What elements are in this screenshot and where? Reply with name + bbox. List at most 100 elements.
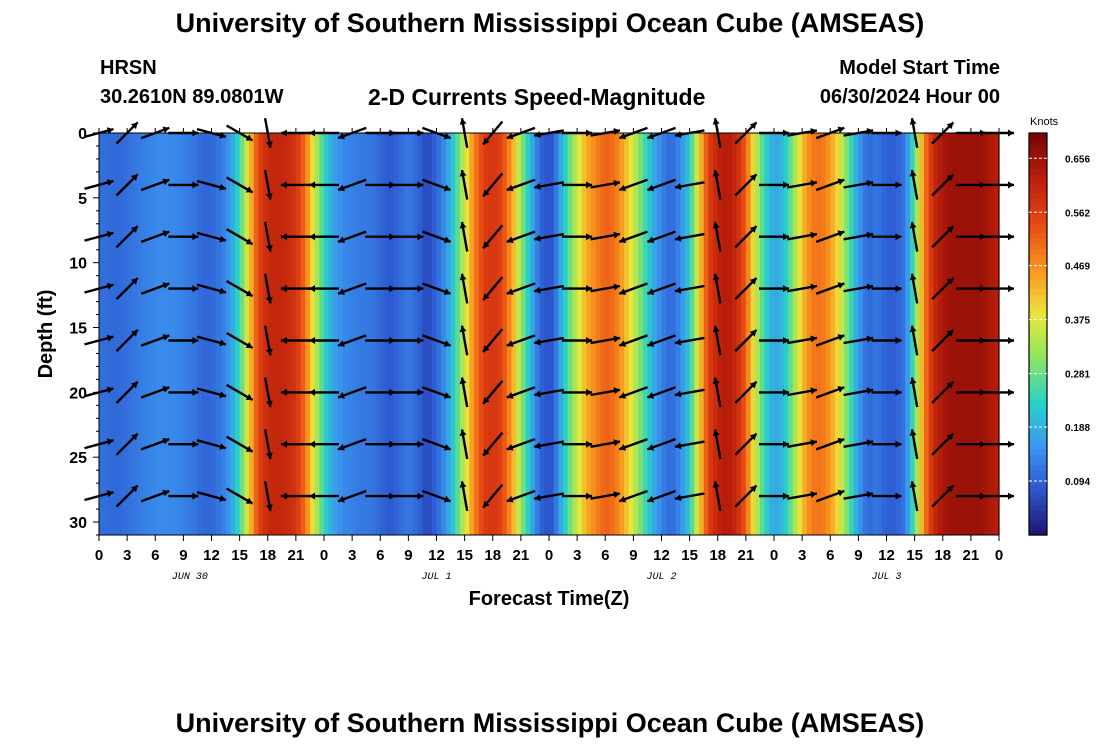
heatmap-cell bbox=[980, 133, 986, 535]
speed-heatmap bbox=[99, 133, 1000, 535]
current-vector bbox=[562, 181, 593, 189]
heatmap-cell bbox=[455, 133, 461, 535]
colorbar-segment bbox=[1029, 168, 1047, 174]
current-vector bbox=[309, 492, 339, 500]
heatmap-cell bbox=[881, 133, 888, 535]
heatmap-cell bbox=[806, 133, 813, 535]
vector-arrowhead bbox=[837, 437, 845, 445]
vector-arrowhead bbox=[810, 179, 817, 187]
vector-arrowhead bbox=[483, 293, 490, 301]
vector-arrowhead bbox=[245, 445, 253, 452]
heatmap-cell bbox=[314, 133, 320, 535]
current-vector bbox=[759, 181, 789, 189]
colorbar-segment bbox=[1029, 404, 1047, 410]
y-tick-label: 30 bbox=[69, 515, 87, 532]
heatmap-cell bbox=[244, 133, 250, 535]
heatmap-cell bbox=[994, 133, 1000, 535]
current-vector bbox=[280, 492, 311, 500]
vector-arrowhead bbox=[866, 283, 874, 291]
current-vector bbox=[759, 337, 789, 344]
vector-arrowhead bbox=[749, 329, 757, 337]
vector-arrowhead bbox=[749, 122, 757, 130]
current-vector bbox=[955, 285, 986, 293]
x-axis: 0 3 6 9 12 15 18 21 0 3 6 9 12 15 18 21 0 3 6 9 12 15 18 21 0 3 6 9… bbox=[95, 128, 1003, 610]
vector-arrowhead bbox=[810, 387, 817, 395]
x-tick-label: 9 bbox=[854, 547, 862, 564]
colorbar-segment bbox=[1029, 243, 1047, 250]
current-vector bbox=[506, 437, 536, 451]
vector-arrowhead bbox=[749, 226, 757, 233]
current-vector bbox=[562, 285, 593, 293]
vector-arrowhead bbox=[946, 433, 954, 441]
x-tick-label: 18 bbox=[934, 547, 951, 564]
heatmap-cell bbox=[211, 133, 217, 535]
vector-arrowhead bbox=[946, 485, 954, 493]
vector-arrowhead bbox=[946, 122, 954, 130]
colorbar-segment bbox=[1029, 524, 1047, 531]
heatmap-cell bbox=[333, 133, 339, 535]
vector-arrowhead bbox=[459, 429, 467, 436]
current-vector bbox=[337, 386, 367, 399]
heatmap-cell bbox=[577, 133, 583, 535]
heatmap-cell bbox=[811, 133, 817, 535]
heatmap-cell bbox=[858, 133, 864, 535]
current-vector bbox=[115, 484, 139, 508]
heatmap-cell bbox=[155, 133, 161, 535]
colorbar-segment bbox=[1029, 359, 1047, 365]
vector-arrowhead bbox=[837, 334, 845, 341]
vector-arrowhead bbox=[162, 437, 170, 445]
current-vector bbox=[168, 181, 199, 189]
vector-arrowhead bbox=[192, 233, 199, 241]
heatmap-cell bbox=[328, 133, 334, 535]
current-vector bbox=[168, 388, 199, 396]
current-vector bbox=[140, 489, 170, 503]
current-vector bbox=[734, 225, 758, 249]
heatmap-cell bbox=[886, 133, 892, 535]
heatmap-cell bbox=[342, 133, 349, 535]
current-vector bbox=[337, 178, 367, 192]
vector-arrowhead bbox=[613, 231, 620, 239]
current-vector bbox=[674, 440, 705, 450]
current-vector bbox=[459, 169, 469, 200]
current-vector bbox=[674, 336, 705, 346]
current-vector bbox=[482, 483, 504, 509]
current-vector bbox=[618, 230, 648, 244]
heatmap-cell bbox=[633, 133, 639, 535]
current-vector bbox=[506, 489, 536, 503]
heatmap-cell bbox=[591, 133, 597, 535]
current-vector bbox=[712, 429, 722, 460]
current-vector bbox=[309, 440, 339, 448]
current-vector bbox=[309, 337, 339, 344]
vector-arrowhead bbox=[647, 495, 655, 503]
current-vector bbox=[871, 233, 902, 241]
colorbar-segment bbox=[1029, 394, 1047, 400]
colorbar-segment bbox=[1029, 213, 1047, 220]
vector-arrowhead bbox=[1008, 285, 1014, 293]
vector-arrowhead bbox=[647, 340, 655, 347]
heatmap-cell bbox=[361, 133, 367, 535]
heatmap-cell bbox=[961, 133, 967, 535]
vector-arrowhead bbox=[131, 485, 138, 493]
x-tick-label: 12 bbox=[203, 547, 220, 564]
heatmap-cell bbox=[474, 133, 480, 535]
vector-arrowhead bbox=[619, 340, 627, 347]
current-vector bbox=[712, 481, 722, 512]
vector-arrowhead bbox=[338, 132, 345, 140]
current-vector bbox=[815, 334, 845, 347]
current-vector bbox=[955, 440, 986, 448]
vector-arrowhead bbox=[534, 234, 541, 242]
colorbar-segment bbox=[1029, 263, 1047, 270]
vector-arrowhead bbox=[162, 178, 170, 186]
current-vector bbox=[168, 285, 199, 293]
vector-arrowhead bbox=[534, 286, 541, 294]
current-vector bbox=[393, 388, 424, 396]
vector-arrowhead bbox=[131, 174, 138, 181]
current-vector bbox=[280, 337, 311, 344]
heatmap-cell bbox=[309, 133, 316, 535]
heatmap-cell bbox=[680, 133, 686, 535]
current-vector bbox=[759, 440, 789, 448]
heatmap-cell bbox=[628, 133, 634, 535]
current-vector bbox=[712, 325, 722, 356]
colorbar-segment bbox=[1029, 283, 1047, 290]
vector-arrowhead bbox=[895, 233, 902, 241]
